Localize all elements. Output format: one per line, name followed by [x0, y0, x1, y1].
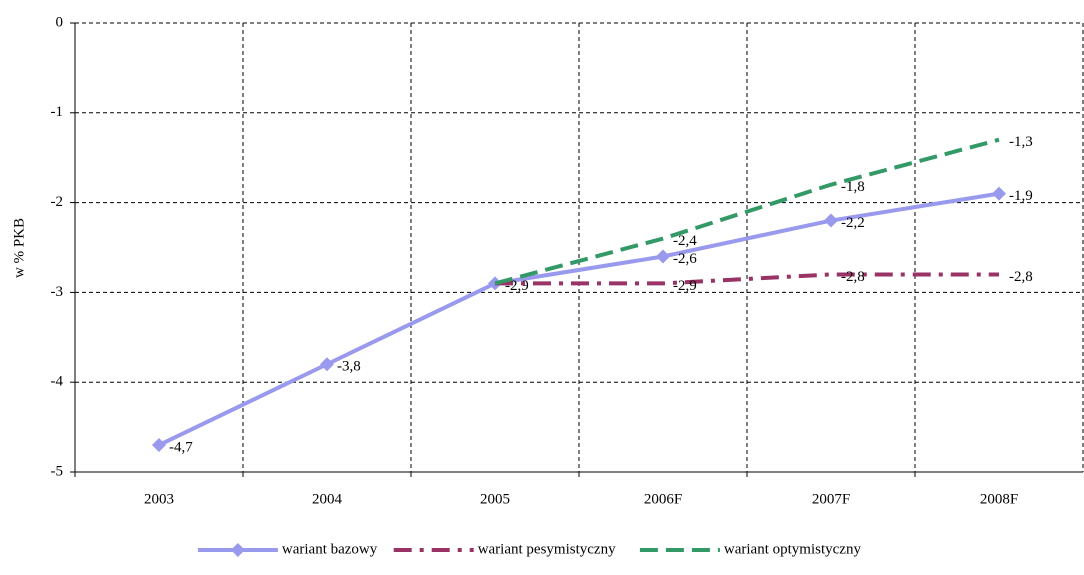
x-tick-label: 2007F	[812, 491, 850, 507]
y-tick-label: 0	[56, 14, 64, 30]
y-tick-label: -5	[51, 463, 64, 479]
marker	[320, 357, 334, 372]
data-label: -2,8	[1009, 269, 1033, 285]
marker	[152, 438, 166, 453]
data-label: -2,6	[673, 251, 697, 267]
series-line	[158, 191, 1000, 447]
y-axis-label: w % PKB	[11, 218, 27, 278]
data-label: -1,9	[1009, 188, 1033, 204]
y-tick-label: -2	[51, 194, 64, 210]
x-tick-label: 2008F	[980, 491, 1018, 507]
y-tick-label: -4	[51, 374, 64, 390]
data-label: -3,8	[337, 359, 361, 375]
data-label: -2,2	[841, 215, 865, 231]
legend-label: wariant bazowy	[282, 541, 378, 557]
data-label: -1,3	[1009, 134, 1033, 150]
data-label: -2,4	[673, 233, 697, 249]
marker	[992, 186, 1006, 201]
x-tick-label: 2003	[144, 491, 174, 507]
x-tick-label: 2004	[312, 491, 343, 507]
data-label: -4,7	[169, 439, 193, 455]
legend-label: wariant pesymistyczny	[478, 541, 616, 557]
data-label: -2,9	[673, 278, 697, 294]
series-line	[494, 137, 1000, 286]
data-label: -1,8	[841, 179, 865, 195]
x-tick-label: 2006F	[644, 491, 682, 507]
marker	[656, 249, 670, 264]
legend-label: wariant optymistyczny	[724, 541, 862, 557]
x-tick-label: 2005	[480, 491, 510, 507]
data-label: -2,8	[841, 269, 865, 285]
marker	[824, 213, 838, 228]
y-tick-label: -1	[51, 104, 64, 120]
legend-marker	[230, 543, 245, 557]
y-tick-label: -3	[51, 284, 64, 300]
series-line	[495, 272, 999, 286]
